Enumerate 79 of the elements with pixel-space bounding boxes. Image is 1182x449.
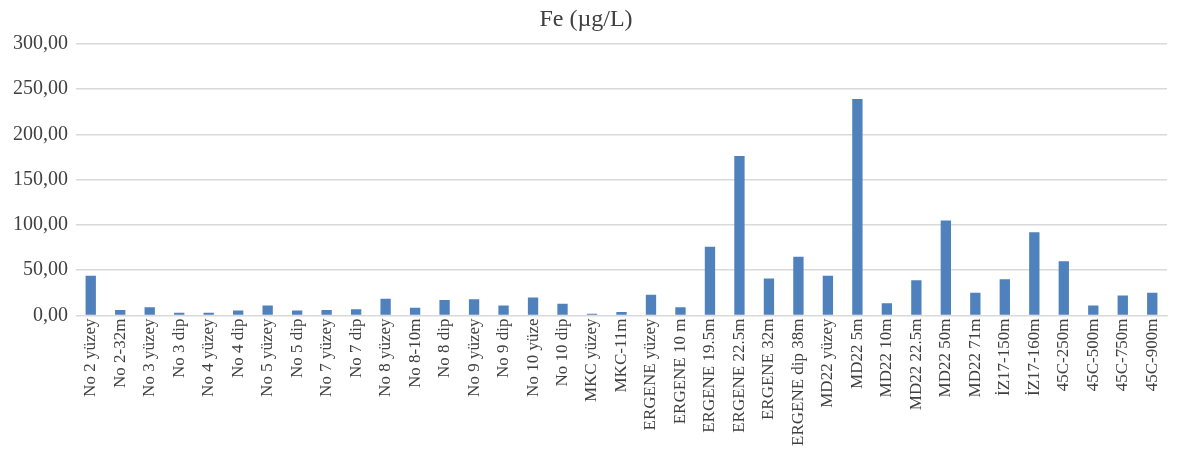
x-tick-label: MD22 5m	[846, 318, 866, 389]
x-tick-label: No 3 yüzey	[139, 318, 159, 397]
bar	[970, 292, 981, 315]
x-tick-label: 45C-750m	[1112, 318, 1132, 392]
x-tick-label: No 9 dip	[493, 318, 513, 379]
bar	[468, 299, 480, 315]
bar	[409, 307, 421, 315]
bar	[439, 300, 450, 315]
x-tick-label: No 10 dip	[552, 318, 571, 387]
bar	[1088, 305, 1099, 315]
x-tick-label: No 4 yüzey	[198, 318, 218, 397]
x-tick-label: ERGENE 10 m	[669, 318, 689, 425]
bar	[85, 275, 96, 315]
bar	[498, 305, 509, 315]
bar	[233, 310, 244, 315]
bar	[704, 246, 716, 315]
x-tick-label: No 2 yüzey	[80, 318, 100, 397]
x-tick-label: 45C-900m	[1141, 318, 1161, 392]
x-tick-label: MD22 yüzey	[817, 318, 837, 408]
bar	[852, 99, 863, 315]
x-tick-label: No 8-10m	[404, 318, 424, 388]
x-tick-label: 45C-500m	[1082, 318, 1102, 392]
bar	[557, 303, 568, 315]
bar	[616, 311, 627, 315]
bar	[1147, 292, 1158, 315]
bar	[645, 294, 657, 315]
bar	[1117, 295, 1128, 315]
bar	[763, 278, 775, 315]
y-tick-label: 200,00	[13, 121, 68, 144]
x-tick-label: MD22 71m	[964, 318, 984, 398]
bar	[793, 256, 804, 315]
x-tick-label: No 4 dip	[227, 318, 247, 379]
x-tick-label: No 5 yüzey	[257, 318, 277, 397]
x-tick-label: ERGENE 32m	[758, 318, 778, 421]
chart-title: Fe (µg/L)	[539, 4, 633, 31]
bar	[881, 303, 893, 315]
x-tick-label: MKC yüzey	[581, 318, 601, 403]
bar	[675, 307, 686, 315]
x-tick-label: ERGENE 19.5m	[699, 318, 719, 433]
x-tick-label: No 2-32m	[109, 318, 129, 388]
x-tick-label: No 8 dip	[434, 318, 454, 379]
bar	[940, 220, 952, 315]
x-tick-label: ERGENE yüzey	[640, 318, 660, 431]
x-tick-label: ERGENE 22.5m	[728, 318, 748, 433]
y-tick-label: 300,00	[13, 31, 68, 54]
x-tick-label: MD22 50m	[935, 318, 955, 398]
x-tick-label: MD22 10m	[876, 318, 896, 398]
bar	[999, 279, 1010, 315]
x-tick-label: No 7 yüzey	[316, 318, 336, 397]
x-tick-label: ERGENE dip 38m	[787, 318, 807, 447]
y-tick-label: 100,00	[13, 212, 68, 235]
y-tick-label: 150,00	[13, 166, 68, 189]
bar	[527, 297, 539, 315]
x-tick-label: MKC-11m	[610, 318, 630, 393]
y-tick-label: 0,00	[33, 302, 68, 325]
bar	[350, 309, 362, 315]
bar	[734, 156, 745, 315]
bar	[262, 305, 273, 315]
x-tick-label: İZ17-150m	[994, 318, 1014, 396]
bar	[321, 310, 332, 315]
bar	[115, 310, 126, 315]
x-tick-label: İZ17-160m	[1023, 318, 1043, 396]
x-tick-label: No 10 yüze	[522, 318, 542, 397]
bar	[1058, 261, 1069, 315]
x-tick-label: 45C-250m	[1053, 318, 1073, 392]
bar	[822, 275, 834, 315]
bar	[144, 307, 155, 315]
bar	[1029, 232, 1040, 315]
bar	[380, 298, 391, 315]
bar	[291, 310, 303, 315]
x-tick-label: No 3 dip	[168, 318, 188, 379]
y-tick-label: 250,00	[13, 76, 68, 99]
x-tick-label: No 9 yüzey	[463, 318, 483, 397]
x-tick-label: MD22 22.5m	[905, 318, 925, 411]
x-tick-label: No 8 yüzey	[375, 318, 395, 397]
bar	[911, 280, 922, 315]
x-tick-label: No 5 dip	[286, 318, 306, 379]
y-tick-label: 50,00	[23, 257, 68, 280]
x-tick-label: No 7 dip	[345, 318, 365, 379]
